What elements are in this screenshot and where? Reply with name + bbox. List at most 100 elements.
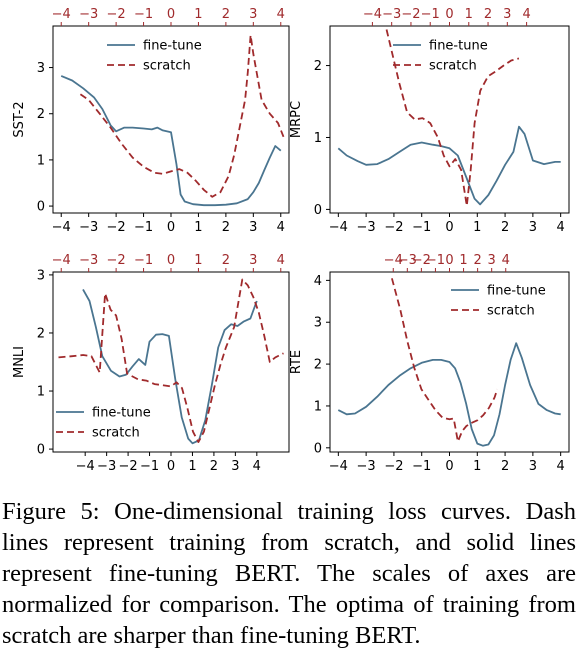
top-x-tick-label: 0 — [167, 7, 175, 22]
x-tick-label: 2 — [501, 220, 509, 235]
x-tick-label: 1 — [194, 220, 202, 235]
top-x-tick-label: −3 — [79, 7, 98, 22]
y-tick-label: 0 — [314, 441, 322, 456]
top-x-tick-label: 4 — [277, 7, 285, 22]
x-tick-label: 1 — [473, 459, 481, 474]
legend-label-fine-tune: fine-tune — [487, 284, 546, 299]
chart-panel-0: −4 −3 −2 −1 0 1 2 3 4 −4 −3 −2 −1 0 1 2 3 4 0 1 2 3 SST-2 fine-… — [12, 7, 290, 235]
top-x-tick-label: −4 — [52, 253, 71, 268]
x-tick-label: −2 — [384, 220, 403, 235]
x-tick-label: −1 — [140, 459, 159, 474]
top-x-tick-label: −4 — [52, 7, 71, 22]
x-tick-label: 3 — [529, 459, 537, 474]
x-tick-label: −2 — [107, 220, 126, 235]
x-tick-label: 0 — [445, 220, 453, 235]
legend-label-scratch: scratch — [429, 59, 477, 74]
fine-tune-series-line — [60, 75, 282, 207]
legend-label-scratch: scratch — [487, 304, 535, 319]
x-tick-label: −3 — [357, 220, 376, 235]
top-x-tick-label: 0 — [445, 7, 453, 22]
x-tick-label: 0 — [167, 459, 175, 474]
x-tick-label: 0 — [445, 459, 453, 474]
top-x-tick-label: 2 — [222, 7, 230, 22]
x-tick-label: −3 — [79, 220, 98, 235]
x-tick-label: 3 — [249, 220, 257, 235]
top-x-tick-label: −2 — [412, 253, 431, 268]
x-tick-label: 3 — [231, 459, 239, 474]
top-x-tick-label: 1 — [465, 7, 473, 22]
x-tick-label: 0 — [167, 220, 175, 235]
y-tick-label: 2 — [314, 59, 322, 74]
x-tick-label: −2 — [119, 459, 138, 474]
chart-panel-3: −4 −3 −2 −1 0 1 2 3 4−4−3−2−1 0 1 2 3 401234RTEfine-t… — [289, 253, 570, 474]
x-tick-label: −2 — [384, 459, 403, 474]
top-x-tick-label: 4 — [277, 253, 285, 268]
top-x-tick-label: 1 — [459, 253, 467, 268]
plot-frame — [329, 25, 570, 214]
y-tick-label: 1 — [314, 399, 322, 414]
x-tick-label: 2 — [501, 459, 509, 474]
top-x-tick-label: 0 — [167, 253, 175, 268]
top-x-tick-label: −4 — [384, 253, 403, 268]
x-tick-label: −1 — [134, 220, 153, 235]
x-tick-label: −4 — [52, 220, 71, 235]
top-x-tick-label: 2 — [473, 253, 481, 268]
x-tick-label: 4 — [557, 220, 565, 235]
legend-label-scratch: scratch — [92, 426, 140, 441]
top-x-tick-label: −1 — [421, 7, 440, 22]
x-tick-label: −3 — [97, 459, 116, 474]
top-x-tick-label: 3 — [249, 253, 257, 268]
y-tick-label: 2 — [37, 107, 45, 122]
scratch-series-line — [391, 278, 499, 443]
top-x-tick-label: 2 — [484, 7, 492, 22]
y-axis-label: RTE — [289, 350, 304, 374]
x-tick-label: 4 — [557, 459, 565, 474]
chart-panel-1: −4 −3 −2 −1 0 1 2 3 4−4 −3 −2 −1 0 1 2 3 4012MRPCfine-tu… — [289, 7, 570, 235]
x-tick-label: −1 — [412, 220, 431, 235]
top-x-tick-label: 3 — [488, 253, 496, 268]
y-tick-label: 2 — [37, 326, 45, 341]
top-x-tick-label: −2 — [401, 7, 420, 22]
top-x-tick-label: −3 — [398, 253, 417, 268]
x-tick-label: 2 — [222, 220, 230, 235]
top-x-tick-label: 2 — [222, 253, 230, 268]
x-tick-label: −3 — [357, 459, 376, 474]
top-x-tick-label: −1 — [426, 253, 445, 268]
top-x-tick-label: 1 — [194, 253, 202, 268]
x-tick-label: −4 — [76, 459, 95, 474]
x-tick-label: 2 — [210, 459, 218, 474]
top-x-tick-label: 4 — [522, 7, 530, 22]
top-x-tick-label: −4 — [363, 7, 382, 22]
y-tick-label: 3 — [314, 316, 322, 331]
y-axis-label: MRPC — [289, 101, 304, 138]
top-x-tick-label: −2 — [107, 7, 126, 22]
y-tick-label: 3 — [37, 61, 45, 76]
x-tick-label: 4 — [277, 220, 285, 235]
fine-tune-series-line — [82, 288, 258, 445]
fine-tune-series-line — [337, 125, 561, 206]
fine-tune-series-line — [337, 342, 561, 447]
top-x-tick-label: −1 — [134, 253, 153, 268]
chart-panel-2: −4 −3 −2 −1 0 1 2 3 4−4 −3 −2 −1 0 1 2 3 40123MNLIfine-t… — [12, 253, 290, 474]
legend-label-fine-tune: fine-tune — [143, 39, 202, 54]
figure-caption: Figure 5: One-dimensional training loss … — [2, 498, 576, 649]
y-tick-label: 0 — [37, 200, 45, 215]
top-x-tick-label: 0 — [445, 253, 453, 268]
top-x-tick-label: −2 — [107, 253, 126, 268]
y-tick-label: 1 — [37, 385, 45, 400]
legend-label-fine-tune: fine-tune — [429, 39, 488, 54]
y-axis-label: MNLI — [12, 346, 27, 378]
legend-label-scratch: scratch — [143, 59, 191, 74]
scratch-series-line — [79, 34, 285, 198]
y-tick-label: 0 — [37, 443, 45, 458]
y-tick-label: 2 — [314, 358, 322, 373]
x-tick-label: −1 — [412, 459, 431, 474]
top-x-tick-label: −1 — [134, 7, 153, 22]
scratch-series-line — [384, 26, 520, 207]
x-tick-label: −4 — [329, 220, 348, 235]
top-x-tick-label: 3 — [249, 7, 257, 22]
x-tick-label: 4 — [253, 459, 261, 474]
x-tick-label: 3 — [529, 220, 537, 235]
top-x-tick-label: −3 — [79, 253, 98, 268]
scratch-series-line — [58, 278, 284, 444]
